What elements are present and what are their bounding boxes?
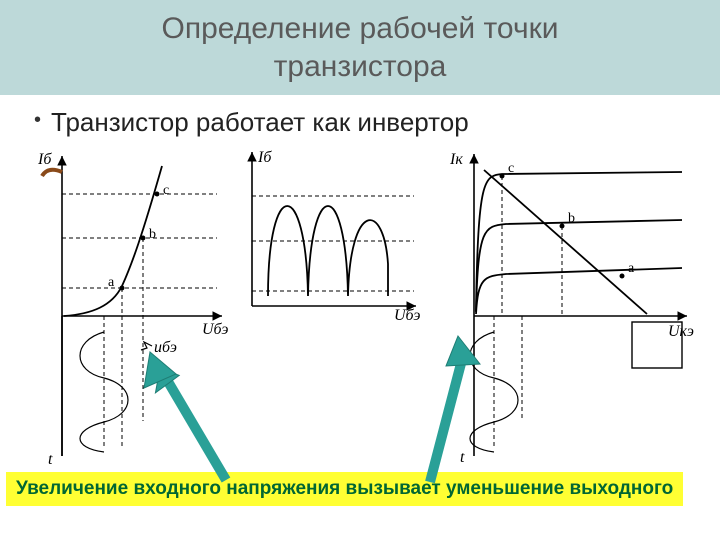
svg-text:Uкэ: Uкэ [668, 323, 694, 340]
left-input-characteristic: Iб Uбэ t a b c uбэ [12, 146, 237, 466]
svg-text:t: t [460, 449, 465, 466]
svg-text:Uбэ: Uбэ [394, 307, 420, 321]
svg-text:c: c [508, 161, 514, 176]
footer-highlight: Увеличение входного напряжения вызывает … [6, 472, 683, 506]
slide-title: Определение рабочей точки транзистора [0, 0, 720, 95]
footer-row: Увеличение входного напряжения вызывает … [0, 472, 720, 506]
ib-wave [268, 206, 388, 296]
t-label: t [48, 451, 53, 466]
bullet-text: Транзистор работает как инвертор [51, 107, 469, 138]
input-time-wave [80, 332, 128, 452]
svg-text:Iк: Iк [449, 151, 463, 168]
brown-tick [42, 170, 62, 176]
title-line-2: транзистора [274, 50, 447, 83]
svg-text:a: a [108, 275, 115, 290]
diagram-area: Iб Uбэ t a b c uбэ Iб Uбэ [0, 142, 720, 472]
input-curve [64, 166, 162, 316]
y-label: Iб [37, 151, 52, 168]
svg-text:b: b [149, 227, 156, 242]
output-time-wave [470, 332, 518, 452]
middle-current-wave: Iб Uбэ [236, 146, 426, 321]
bullet-row: • Транзистор работает как инвертор [0, 95, 720, 142]
svg-text:b: b [568, 211, 575, 226]
right-output-characteristic: Iк Uкэ t c b a [432, 146, 702, 466]
u-label: uбэ [154, 339, 177, 356]
svg-text:Iб: Iб [257, 149, 272, 166]
svg-text:c: c [163, 183, 169, 198]
x-label: Uбэ [202, 321, 228, 338]
svg-text:a: a [628, 261, 635, 276]
bullet-marker: • [34, 107, 41, 133]
load-line [484, 170, 647, 314]
title-line-1: Определение рабочей точки [162, 12, 559, 45]
